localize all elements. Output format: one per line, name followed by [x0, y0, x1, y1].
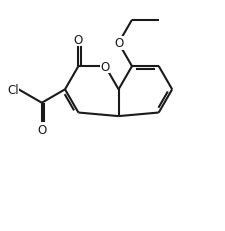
Text: O: O — [37, 124, 46, 137]
Text: O: O — [73, 34, 83, 47]
Text: O: O — [100, 60, 109, 73]
Text: O: O — [113, 37, 123, 50]
Text: Cl: Cl — [7, 83, 18, 96]
